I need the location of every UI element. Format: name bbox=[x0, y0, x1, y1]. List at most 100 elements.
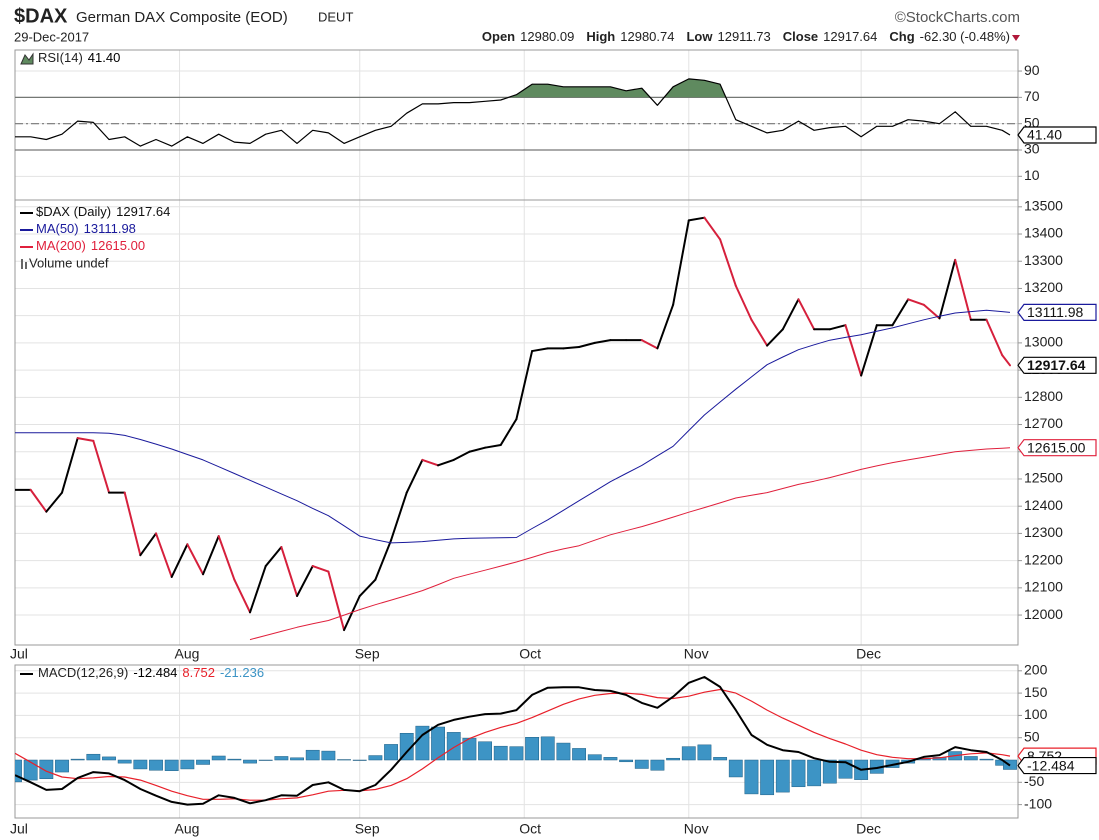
y-tick-label: 12100 bbox=[1024, 579, 1063, 595]
price-segment bbox=[656, 303, 675, 350]
price-segment bbox=[703, 216, 722, 241]
quote-label: Close bbox=[783, 29, 818, 44]
histogram-bar bbox=[744, 759, 759, 795]
histogram-bar bbox=[603, 757, 618, 761]
y-tick-label: 50 bbox=[1024, 728, 1040, 744]
y-tick-label: 13000 bbox=[1024, 334, 1063, 350]
price-segment bbox=[844, 324, 863, 377]
histogram-bar bbox=[807, 759, 822, 787]
x-tick-label: Nov bbox=[684, 821, 709, 837]
histogram-bar bbox=[321, 750, 336, 761]
date: 29-Dec-2017 bbox=[14, 29, 89, 44]
quote-label: Open bbox=[482, 29, 515, 44]
histogram-bar bbox=[55, 759, 69, 773]
quote-value: 12980.74 bbox=[620, 29, 674, 44]
y-tick-label: 13200 bbox=[1024, 279, 1063, 295]
security-name: German DAX Composite (EOD) bbox=[76, 9, 288, 26]
histogram-bar bbox=[305, 749, 320, 761]
legend-value: -12.484 bbox=[133, 665, 177, 680]
legend-name: MA(50) bbox=[36, 221, 79, 236]
price-segment bbox=[593, 339, 612, 344]
histogram-bar bbox=[180, 759, 195, 770]
value-box-label: 12615.00 bbox=[1027, 439, 1086, 455]
y-tick-label: -50 bbox=[1024, 773, 1044, 789]
legend-icon bbox=[20, 52, 34, 65]
series-line bbox=[15, 676, 1011, 806]
legend-value: 13111.98 bbox=[84, 221, 136, 236]
x-tick-label: Oct bbox=[519, 821, 541, 837]
legend-value: 12917.64 bbox=[116, 204, 170, 219]
x-tick-label: Aug bbox=[175, 821, 200, 837]
x-tick-label: Jul bbox=[10, 821, 28, 837]
histogram-bar bbox=[337, 759, 351, 761]
histogram-bar bbox=[368, 755, 383, 761]
x-tick-label: Dec bbox=[856, 821, 881, 837]
price-segment bbox=[92, 439, 111, 494]
price-segment bbox=[155, 532, 173, 578]
legend-note: Volume undef bbox=[29, 255, 109, 270]
y-tick-label: 10 bbox=[1024, 167, 1040, 183]
histogram-bar bbox=[525, 737, 539, 761]
price-segment bbox=[358, 578, 377, 598]
price-segment bbox=[734, 284, 753, 321]
quote-label: Chg bbox=[889, 29, 914, 44]
y-tick-label: 12000 bbox=[1024, 606, 1063, 622]
price-segment bbox=[327, 570, 346, 632]
price-segment bbox=[186, 543, 205, 576]
value-box bbox=[1017, 356, 1097, 374]
quote-value: -62.30 (-0.48%) bbox=[920, 29, 1010, 44]
histogram-bar bbox=[149, 759, 163, 771]
price-segment bbox=[280, 546, 299, 598]
histogram-bar bbox=[791, 759, 806, 788]
x-tick-label: Sep bbox=[355, 646, 380, 662]
legend-name: MA(200) bbox=[36, 238, 86, 253]
histogram-bar bbox=[70, 758, 85, 761]
value-box-label: -12.484 bbox=[1027, 757, 1075, 773]
x-tick-label: Nov bbox=[684, 646, 709, 662]
legend-value: 41.40 bbox=[88, 50, 121, 65]
legend-title: MACD(12,26,9) bbox=[38, 665, 128, 680]
price-segment bbox=[640, 339, 659, 350]
price-segment bbox=[123, 491, 142, 557]
series-line bbox=[249, 447, 1011, 641]
price-segment bbox=[139, 532, 158, 557]
y-tick-label: 12800 bbox=[1024, 388, 1063, 404]
value-box bbox=[1017, 126, 1097, 144]
quote-label: High bbox=[586, 29, 615, 44]
y-tick-label: 70 bbox=[1024, 88, 1040, 104]
panel-frame bbox=[14, 49, 1019, 201]
price-segment bbox=[452, 450, 471, 461]
histogram-bar bbox=[258, 759, 273, 761]
price-segment bbox=[499, 418, 518, 446]
price-segment bbox=[390, 491, 408, 542]
price-segment bbox=[437, 458, 455, 467]
histogram-bar bbox=[431, 726, 445, 761]
value-box bbox=[1017, 439, 1097, 457]
histogram-bar bbox=[587, 754, 602, 761]
legend-value: 8.752 bbox=[182, 665, 215, 680]
histogram-bar bbox=[572, 748, 587, 761]
price-segment bbox=[828, 324, 847, 331]
legend-icon bbox=[25, 262, 27, 269]
histogram-bar bbox=[384, 744, 398, 761]
price-segment bbox=[170, 543, 189, 578]
value-box bbox=[1017, 756, 1097, 775]
price-segment bbox=[922, 303, 941, 320]
price-segment bbox=[311, 565, 330, 573]
histogram-bar bbox=[290, 757, 304, 761]
value-box bbox=[1017, 303, 1097, 322]
histogram-bar bbox=[478, 741, 492, 761]
y-tick-label: 12400 bbox=[1024, 497, 1063, 513]
series-line bbox=[15, 688, 1011, 801]
price-segment bbox=[468, 446, 487, 453]
histogram-bar bbox=[86, 753, 101, 761]
price-segment bbox=[938, 258, 957, 320]
exchange: DEUT bbox=[318, 9, 353, 24]
panel-frame bbox=[14, 199, 1019, 646]
histogram-bar bbox=[23, 759, 38, 781]
histogram-bar bbox=[509, 746, 524, 761]
price-segment bbox=[421, 458, 440, 467]
series-line bbox=[15, 78, 1011, 147]
legend-entry: MA(200) 12615.00 bbox=[36, 238, 145, 253]
price-segment bbox=[797, 298, 816, 331]
